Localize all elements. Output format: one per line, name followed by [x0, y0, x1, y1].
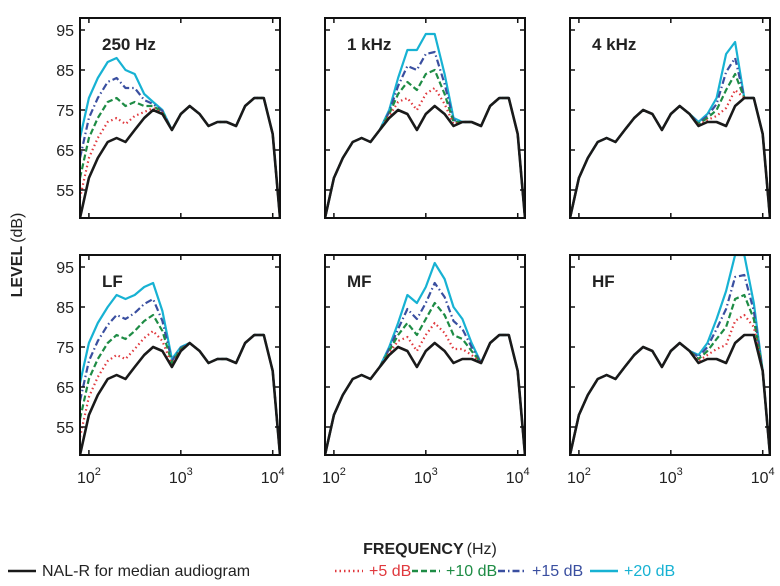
- panel-frame: [79, 17, 281, 219]
- x-axis-label: FREQUENCY (Hz): [363, 541, 497, 558]
- x-tick-label: 103: [659, 466, 683, 487]
- panel-frame: [79, 254, 281, 456]
- legend-label: NAL-R for median audiogram: [42, 563, 250, 580]
- panel-title-250-hz: 250 Hz: [102, 35, 156, 54]
- y-axis-label: LEVEL(dB): [9, 213, 26, 298]
- series-plus-5db-line: [570, 88, 770, 218]
- x-tick-label: 102: [77, 466, 101, 487]
- y-tick-label: 65: [56, 143, 74, 160]
- y-tick-label: 85: [56, 300, 74, 317]
- series-plus-5db-line: [80, 329, 280, 455]
- series-plus-5db-line: [325, 86, 525, 218]
- y-tick-label: 75: [56, 103, 74, 120]
- legend-label: +10 dB: [446, 563, 497, 580]
- legend-item-4: +20 dB: [590, 563, 675, 580]
- panels-group: 250 Hz 1 kHz 4 kHz LF MF HF: [79, 17, 771, 456]
- y-tick-label: 95: [56, 260, 74, 277]
- y-tick-label: 75: [56, 340, 74, 357]
- panel-frame: [324, 254, 526, 456]
- legend-item-0: NAL-R for median audiogram: [8, 563, 250, 580]
- series-plus-20db-line: [325, 261, 525, 455]
- series-plus-5db-line: [570, 313, 770, 455]
- series-nal-r-line: [80, 96, 280, 218]
- series-plus-10db-line: [570, 72, 770, 218]
- series-plus-10db-line: [80, 313, 280, 455]
- legend-item-1: +5 dB: [335, 563, 411, 580]
- x-tick-label: 103: [414, 466, 438, 487]
- y-tick-label: 65: [56, 380, 74, 397]
- panel-250-hz: 250 Hz: [79, 17, 281, 219]
- x-tick-label: 104: [751, 466, 775, 487]
- series-plus-10db-line: [325, 68, 525, 218]
- panel-mf: MF: [324, 254, 526, 456]
- y-axis-ticks: 55 65 75 85 95 55 65 75 85 95: [56, 23, 74, 437]
- x-tick-label: 104: [261, 466, 285, 487]
- y-tick-label: 95: [56, 23, 74, 40]
- y-tick-label: 85: [56, 63, 74, 80]
- panel-hf: HF: [569, 254, 771, 456]
- series-plus-5db-line: [325, 321, 525, 455]
- x-tick-label: 102: [322, 466, 346, 487]
- panel-title-lf: LF: [102, 272, 123, 291]
- legend: NAL-R for median audiogram +5 dB +10 dB +15…: [8, 563, 675, 580]
- series-plus-20db-line: [80, 281, 280, 455]
- series-nal-r-line: [80, 333, 280, 455]
- legend-label: +20 dB: [624, 563, 675, 580]
- series-nal-r-line: [570, 96, 770, 218]
- panel-4-khz: 4 kHz: [569, 17, 771, 219]
- series-nal-r-line: [325, 96, 525, 218]
- series-plus-15db-line: [80, 76, 280, 218]
- x-tick-label: 103: [169, 466, 193, 487]
- panel-frame: [569, 254, 771, 456]
- legend-item-3: +15 dB: [498, 563, 583, 580]
- y-tick-label: 55: [56, 420, 74, 437]
- series-plus-10db-line: [570, 293, 770, 455]
- series-plus-15db-line: [570, 56, 770, 218]
- series-plus-15db-line: [325, 281, 525, 455]
- panel-lf: LF: [79, 254, 281, 456]
- x-axis-ticks: 102 103 104 102 103 104 102 103 104: [77, 466, 775, 487]
- series-plus-20db-line: [570, 40, 770, 218]
- series-plus-15db-line: [570, 273, 770, 455]
- series-plus-20db-line: [325, 32, 525, 218]
- panel-frame: [324, 17, 526, 219]
- panel-title-hf: HF: [592, 272, 615, 291]
- legend-label: +15 dB: [532, 563, 583, 580]
- x-tick-label: 102: [567, 466, 591, 487]
- panel-title-mf: MF: [347, 272, 372, 291]
- series-plus-10db-line: [325, 301, 525, 455]
- panel-title-4-khz: 4 kHz: [592, 35, 636, 54]
- legend-label: +5 dB: [369, 563, 411, 580]
- y-tick-label: 55: [56, 183, 74, 200]
- x-tick-label: 104: [506, 466, 530, 487]
- series-nal-r-line: [570, 333, 770, 455]
- series-nal-r-line: [325, 333, 525, 455]
- panel-1-khz: 1 kHz: [324, 17, 526, 219]
- legend-item-2: +10 dB: [412, 563, 497, 580]
- panel-frame: [569, 17, 771, 219]
- panel-title-1-khz: 1 kHz: [347, 35, 391, 54]
